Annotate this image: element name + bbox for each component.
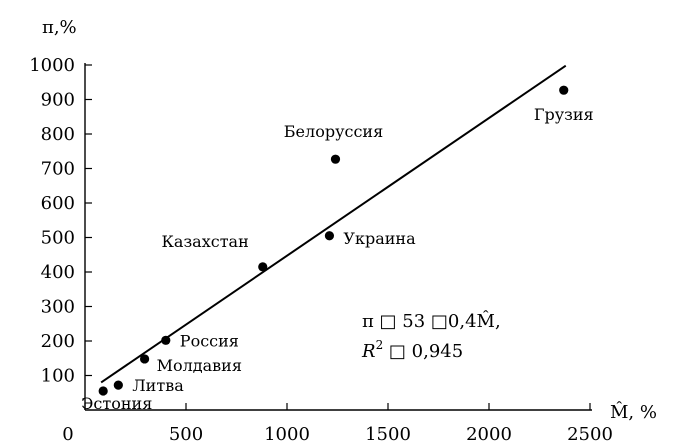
data-point bbox=[139, 354, 150, 364]
axes bbox=[84, 63, 592, 411]
data-point bbox=[559, 85, 569, 95]
y-tick-label: 100 bbox=[41, 366, 75, 387]
data-point-label: Грузия bbox=[534, 105, 594, 124]
y-tick-label: 600 bbox=[41, 193, 75, 214]
trend-line bbox=[100, 64, 567, 384]
x-tick-label: 0 bbox=[62, 424, 73, 445]
ticks: 100 200 300 400 500 600 700 800 900 1000 0 500 1000 1… bbox=[29, 55, 613, 445]
regression-equation: π □ 53 □0,4M̂, bbox=[362, 310, 501, 332]
trendline-group bbox=[100, 64, 567, 384]
data-point bbox=[330, 154, 341, 164]
data-point-label: Литва bbox=[132, 376, 184, 395]
x-tick-label: 1000 bbox=[264, 424, 310, 445]
y-tick-label: 1000 bbox=[29, 55, 75, 76]
data-point-label: Казахстан bbox=[162, 232, 249, 251]
data-point-label: Украина bbox=[343, 229, 416, 248]
data-points bbox=[98, 85, 569, 396]
x-tick-label: 500 bbox=[169, 424, 203, 445]
data-point-label: Молдавия bbox=[157, 356, 242, 375]
y-tick-label: 800 bbox=[41, 124, 75, 145]
r-squared-exponent: 2 bbox=[376, 338, 384, 352]
x-tick-label: 2500 bbox=[567, 424, 613, 445]
x-tick-label: 1500 bbox=[365, 424, 411, 445]
data-point bbox=[161, 335, 171, 345]
r-squared: R2 □ 0,945 bbox=[361, 338, 463, 362]
data-point-label: Белоруссия bbox=[284, 122, 383, 141]
data-point-label: Эстония bbox=[81, 394, 152, 413]
x-tick-label: 2000 bbox=[466, 424, 512, 445]
y-axis-title: π,% bbox=[42, 17, 77, 38]
data-point bbox=[98, 386, 108, 396]
y-tick-label: 900 bbox=[41, 90, 75, 111]
y-tick-label: 300 bbox=[41, 297, 75, 318]
y-tick-label: 400 bbox=[41, 262, 75, 283]
x-axis-title: M̂, % bbox=[610, 401, 657, 423]
data-point bbox=[324, 231, 335, 241]
y-tick-label: 200 bbox=[41, 331, 75, 352]
data-point bbox=[113, 380, 123, 390]
y-tick-label: 700 bbox=[41, 159, 75, 180]
data-point bbox=[258, 262, 268, 272]
data-point-label: Россия bbox=[180, 331, 239, 350]
r-squared-value: □ 0,945 bbox=[383, 341, 463, 362]
y-tick-label: 500 bbox=[41, 228, 75, 249]
r-squared-symbol: R bbox=[361, 341, 376, 362]
